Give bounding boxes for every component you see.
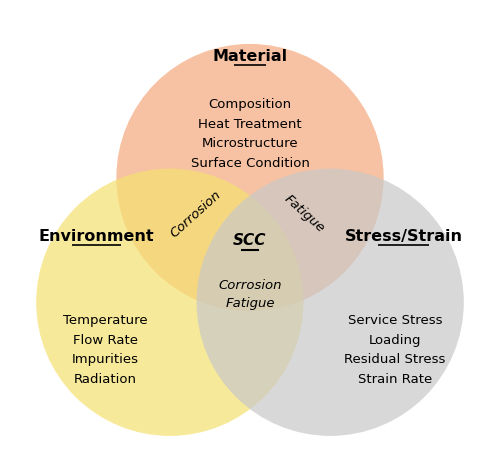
Text: Fatigue: Fatigue xyxy=(282,192,327,235)
Text: SCC: SCC xyxy=(233,233,267,248)
Circle shape xyxy=(116,45,384,312)
Text: Service Stress
Loading
Residual Stress
Strain Rate: Service Stress Loading Residual Stress S… xyxy=(344,313,446,385)
Text: Temperature
Flow Rate
Impurities
Radiation: Temperature Flow Rate Impurities Radiati… xyxy=(63,313,148,385)
Text: Stress/Strain: Stress/Strain xyxy=(344,228,463,244)
Text: Environment: Environment xyxy=(38,228,154,244)
Text: Material: Material xyxy=(212,49,288,63)
Circle shape xyxy=(196,169,464,436)
Text: Corrosion
Fatigue: Corrosion Fatigue xyxy=(218,278,282,309)
Text: Composition
Heat Treatment
Microstructure
Surface Condition: Composition Heat Treatment Microstructur… xyxy=(190,98,310,169)
Circle shape xyxy=(36,169,304,436)
Text: Corrosion: Corrosion xyxy=(168,188,224,240)
